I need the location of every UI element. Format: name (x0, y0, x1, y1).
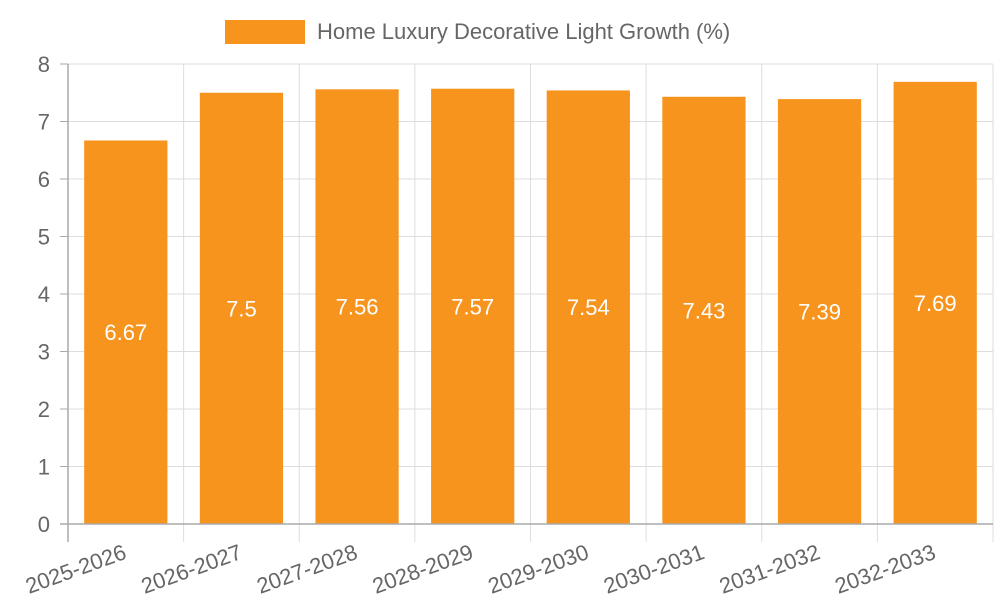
bar-2029-2030[interactable] (546, 90, 630, 524)
x-tick-label-2029-2030: 2029-2030 (485, 539, 592, 598)
data-label-2027-2028: 7.56 (336, 295, 379, 320)
data-label-2031-2032: 7.39 (798, 300, 841, 325)
axes-layer (60, 63, 994, 542)
y-tick-label-8: 8 (38, 52, 50, 77)
bar-2027-2028[interactable] (315, 89, 399, 525)
data-label-2025-2026: 6.67 (104, 320, 147, 345)
x-tick-label-2026-2027: 2026-2027 (138, 539, 245, 598)
x-tick-label-2028-2029: 2028-2029 (369, 539, 476, 598)
y-tick-label-7: 7 (38, 110, 50, 135)
x-tick-label-2031-2032: 2031-2032 (716, 539, 823, 598)
x-tick-label-2025-2026: 2025-2026 (22, 539, 129, 598)
x-tick-label-2032-2033: 2032-2033 (831, 539, 938, 598)
y-tick-label-2: 2 (38, 397, 50, 422)
y-tick-label-5: 5 (38, 225, 50, 250)
y-tick-label-0: 0 (38, 512, 50, 537)
y-tick-label-3: 3 (38, 340, 50, 365)
bar-2025-2026[interactable] (84, 140, 168, 524)
bar-2030-2031[interactable] (662, 96, 746, 525)
data-label-2032-2033: 7.69 (914, 291, 957, 316)
y-tick-label-6: 6 (38, 167, 50, 192)
bar-2031-2032[interactable] (777, 99, 862, 524)
bars-layer (84, 81, 977, 525)
bar-2026-2027[interactable] (199, 92, 284, 524)
y-tick-label-1: 1 (38, 455, 50, 480)
x-tick-label-2027-2028: 2027-2028 (253, 539, 360, 598)
data-label-2026-2027: 7.5 (226, 296, 257, 321)
legend-swatch (225, 20, 305, 44)
data-labels: 6.67 7.5 7.56 7.57 7.54 7.43 7.39 7.69 (104, 291, 956, 345)
bar-2028-2029[interactable] (431, 88, 515, 524)
legend-label: Home Luxury Decorative Light Growth (%) (317, 19, 730, 44)
data-label-2029-2030: 7.54 (567, 295, 610, 320)
y-tick-label-4: 4 (38, 282, 50, 307)
bar-2032-2033[interactable] (893, 81, 977, 524)
data-label-2030-2031: 7.43 (683, 298, 726, 323)
x-tick-label-2030-2031: 2030-2031 (600, 539, 707, 598)
legend[interactable]: Home Luxury Decorative Light Growth (%) (225, 19, 730, 44)
data-label-2028-2029: 7.57 (451, 294, 494, 319)
